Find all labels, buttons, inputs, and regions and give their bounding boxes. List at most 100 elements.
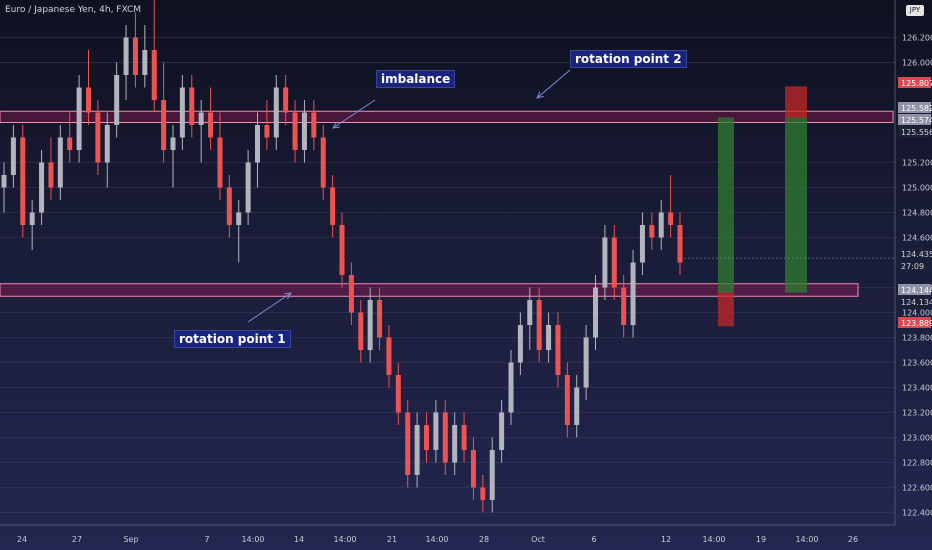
candle-body [358, 312, 364, 350]
candle-body [639, 225, 645, 263]
candle-body [480, 487, 486, 500]
candle-body [621, 287, 627, 325]
time-tick-label: Sep [123, 535, 138, 544]
candle-body [86, 87, 91, 113]
annotation-arrows [247, 69, 571, 323]
candle-body [470, 450, 476, 488]
price-label: 125.807 [901, 79, 932, 88]
price-label: 124.134 [901, 298, 932, 307]
candle-body [555, 325, 561, 375]
time-tick-label: 7 [204, 535, 209, 544]
price-tick-label: 123.400 [902, 384, 932, 393]
candle-body [245, 162, 251, 213]
price-tick-label: 126.000 [902, 59, 932, 68]
candle-body [677, 225, 683, 263]
candle-body [527, 300, 533, 325]
time-tick-label: 26 [848, 535, 858, 544]
price-tick-label: 125.200 [902, 159, 932, 168]
candle-body [226, 187, 232, 225]
candle-body [170, 137, 176, 150]
arrow-rotation-point-2 [536, 69, 571, 99]
candle-body [461, 425, 467, 450]
candle-body [283, 87, 289, 113]
candle-body [161, 100, 167, 150]
time-tick-label: 6 [591, 535, 596, 544]
annotation-rotation-point-1[interactable]: rotation point 1 [174, 330, 291, 348]
price-tick-label: 122.600 [902, 484, 932, 493]
zone-rotation-point-2 [0, 110, 894, 123]
candle-body [367, 300, 373, 350]
candle-body [67, 137, 73, 150]
candle-body [255, 125, 260, 163]
candle-body [198, 112, 204, 125]
price-axis: 126.200 126.000 125.200 125.000 124.800 124.6… [0, 0, 932, 526]
price-tick-label: 124.600 [902, 234, 932, 243]
candle-body [179, 87, 185, 138]
candle-body [292, 112, 298, 150]
candle-body [489, 450, 495, 500]
candle-body [123, 37, 129, 75]
price-label-box [898, 317, 931, 328]
candle-body [536, 300, 542, 350]
price-label: 124.435 [901, 250, 932, 259]
candle-body [442, 412, 448, 463]
zone-rotation-point-1 [0, 283, 859, 297]
price-label-box [898, 296, 931, 307]
price-tick-label: 124.000 [902, 309, 932, 318]
price-label-box [898, 248, 931, 259]
time-tick-label: 14:00 [241, 535, 264, 544]
candle-body [264, 125, 270, 138]
price-tick-label: 122.800 [902, 459, 932, 468]
candle-body [311, 112, 317, 138]
candle-body [217, 137, 223, 188]
price-label: 27:09 [901, 262, 924, 271]
time-tick-label: 24 [17, 535, 27, 544]
symbol-title: Euro / Japanese Yen, 4h, FXCM [5, 5, 142, 15]
candle-body [339, 225, 345, 275]
candle-body [320, 137, 326, 188]
candle-body [236, 212, 242, 225]
candle-body [114, 75, 120, 125]
candle-body [517, 325, 523, 363]
annotation-rotation-point-2[interactable]: rotation point 2 [570, 50, 687, 68]
candle-body [564, 375, 570, 425]
candle-body [433, 412, 439, 450]
price-label: 125.574 [901, 116, 932, 125]
time-tick-label: 12 [661, 535, 671, 544]
candles-layer [1, 0, 683, 513]
candle-body [593, 287, 598, 338]
price-tick-label: 123.800 [902, 334, 932, 343]
candle-body [104, 125, 110, 163]
price-label-box [898, 126, 931, 137]
price-tick-label: 123.000 [902, 434, 932, 443]
price-label-box [898, 77, 931, 88]
candle-body [348, 275, 354, 313]
price-tick-label: 122.400 [902, 509, 932, 518]
price-tick-label: 124.800 [902, 209, 932, 218]
candle-body [583, 337, 589, 388]
candle-body [20, 137, 26, 225]
price-tick-label: 123.200 [902, 409, 932, 418]
price-tick-label: 123.600 [902, 359, 932, 368]
price-label: 124.144 [901, 286, 932, 295]
candle-body [76, 87, 82, 150]
candle-body [142, 50, 148, 75]
candle-body [29, 212, 35, 225]
time-axis: 24 27 Sep 7 14:00 14 14:00 21 14:00 28 Oct 6 12 14:00… [17, 535, 858, 544]
arrow-rotation-point-2-head [536, 91, 544, 99]
candle-body [48, 162, 54, 188]
candle-body [508, 362, 514, 413]
arrow-imbalance-head [332, 121, 341, 129]
annotation-imbalance[interactable]: imbalance [376, 70, 456, 88]
candle-body [499, 412, 505, 450]
arrow-rotation-point-1 [247, 292, 292, 323]
currency-badge[interactable]: JPY [906, 5, 924, 16]
candle-body [95, 112, 101, 163]
time-tick-label: 21 [387, 535, 397, 544]
positions-layer [680, 86, 895, 327]
candle-body [630, 262, 636, 325]
zones-layer [0, 110, 894, 297]
candle-body [208, 112, 214, 138]
